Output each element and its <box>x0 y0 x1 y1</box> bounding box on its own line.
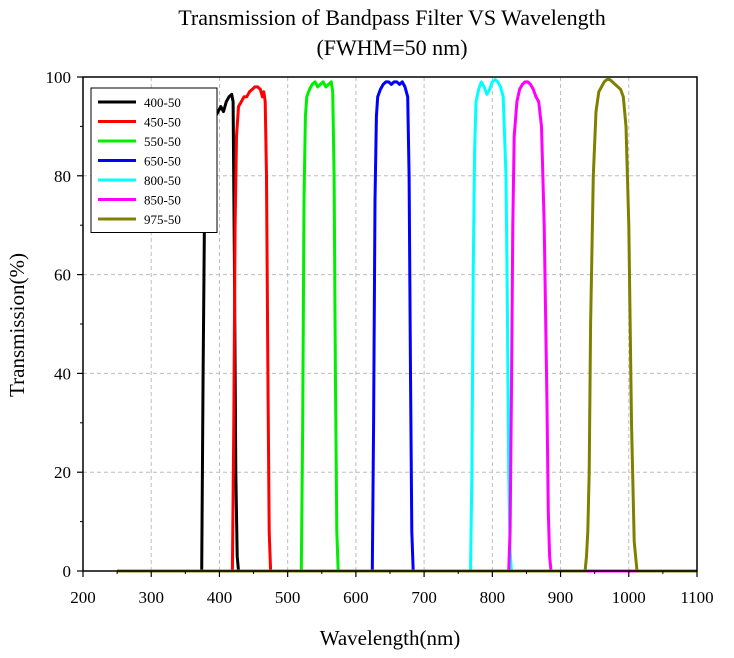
legend-label: 450-50 <box>144 115 181 130</box>
x-tick-label: 600 <box>343 588 369 607</box>
series-line-650-50 <box>117 80 697 573</box>
series-line-850-50 <box>117 80 697 573</box>
legend-label: 850-50 <box>144 193 181 208</box>
legend-label: 650-50 <box>144 154 181 169</box>
x-tick-label: 200 <box>70 588 96 607</box>
legend-label: 400-50 <box>144 95 181 110</box>
y-axis-label: Transmission(%) <box>5 253 29 397</box>
x-tick-label: 900 <box>548 588 574 607</box>
x-tick-label: 1100 <box>680 588 713 607</box>
x-tick-label: 300 <box>138 588 164 607</box>
y-tick-label: 40 <box>54 364 71 383</box>
series-line-450-50 <box>117 85 697 573</box>
x-tick-label: 800 <box>480 588 506 607</box>
legend-label: 800-50 <box>144 173 181 188</box>
y-tick-label: 20 <box>54 463 71 482</box>
x-tick-label: 500 <box>275 588 301 607</box>
y-tick-label: 0 <box>63 562 72 581</box>
series-line-800-50 <box>117 78 697 573</box>
series-line-550-50 <box>117 80 697 573</box>
y-tick-label: 80 <box>54 167 71 186</box>
chart-title-line1: Transmission of Bandpass Filter VS Wavel… <box>178 5 605 30</box>
axis-ticks: 200 300 400 500 600 700 800 900 1000 1100 0 20 40 60 8… <box>46 68 714 607</box>
legend-label: 975-50 <box>144 212 181 227</box>
legend: 400-50 450-50 550-50 650-50 800-50 850-50 975-… <box>90 87 218 233</box>
series-line-975-50 <box>117 78 697 573</box>
x-tick-label: 700 <box>411 588 437 607</box>
x-tick-label: 1000 <box>612 588 646 607</box>
chart-title-line2: (FWHM=50 nm) <box>316 35 467 60</box>
x-axis-label: Wavelength(nm) <box>320 626 461 650</box>
legend-label: 550-50 <box>144 134 181 149</box>
x-tick-label: 400 <box>207 588 233 607</box>
y-tick-label: 60 <box>54 266 71 285</box>
y-tick-label: 100 <box>46 68 72 87</box>
